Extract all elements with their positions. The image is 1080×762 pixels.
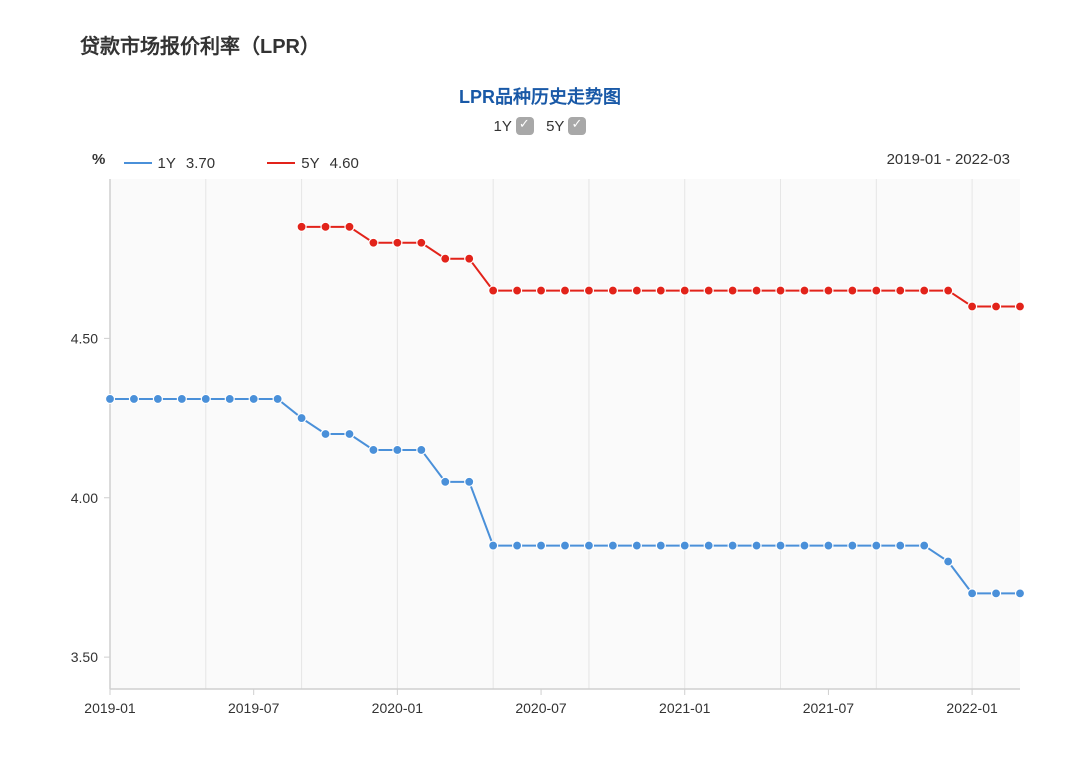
series-toggle-row: 1Y 5Y bbox=[40, 117, 1040, 135]
chart-legend: % 1Y 3.70 5Y 4.60 2019-01 - 2022-03 bbox=[40, 149, 1040, 177]
svg-text:2019-01: 2019-01 bbox=[84, 700, 136, 716]
date-range: 2019-01 - 2022-03 bbox=[887, 151, 1010, 168]
legend-item-5y[interactable]: 5Y 4.60 bbox=[267, 155, 395, 172]
checkbox-icon bbox=[568, 117, 586, 135]
legend-label-1y: 1Y bbox=[158, 155, 176, 172]
legend-swatch-5y bbox=[267, 162, 295, 164]
chart-title: LPR品种历史走势图 bbox=[40, 83, 1040, 109]
legend-label-5y: 5Y bbox=[301, 155, 319, 172]
chart-area: % 1Y 3.70 5Y 4.60 2019-01 - 2022-03 3.50… bbox=[40, 149, 1040, 729]
checkbox-icon bbox=[516, 117, 534, 135]
svg-text:2020-01: 2020-01 bbox=[372, 700, 424, 716]
svg-text:2022-01: 2022-01 bbox=[946, 700, 998, 716]
legend-left: % 1Y 3.70 5Y 4.60 bbox=[92, 151, 407, 172]
legend-value-5y: 4.60 bbox=[330, 155, 359, 172]
svg-text:2021-01: 2021-01 bbox=[659, 700, 711, 716]
page-title: 贷款市场报价利率（LPR） bbox=[80, 30, 1040, 59]
svg-text:4.00: 4.00 bbox=[71, 490, 98, 506]
toggle-1y-label: 1Y bbox=[494, 118, 512, 135]
svg-text:2021-07: 2021-07 bbox=[803, 700, 855, 716]
svg-text:2020-07: 2020-07 bbox=[515, 700, 567, 716]
toggle-5y-label: 5Y bbox=[546, 118, 564, 135]
legend-swatch-1y bbox=[124, 162, 152, 164]
legend-item-1y[interactable]: 1Y 3.70 bbox=[124, 155, 252, 172]
toggle-5y[interactable]: 5Y bbox=[546, 117, 586, 135]
svg-text:4.50: 4.50 bbox=[71, 330, 98, 346]
legend-value-1y: 3.70 bbox=[186, 155, 215, 172]
y-axis-unit: % bbox=[92, 151, 105, 168]
line-chart: 3.50 4.00 4.50 2019-01 2019-07 2020-01 2020-07… bbox=[40, 149, 1040, 729]
page-container: 贷款市场报价利率（LPR） LPR品种历史走势图 1Y 5Y % 1Y 3.70 bbox=[0, 0, 1080, 762]
svg-text:3.50: 3.50 bbox=[71, 649, 98, 665]
toggle-1y[interactable]: 1Y bbox=[494, 117, 534, 135]
svg-text:2019-07: 2019-07 bbox=[228, 700, 280, 716]
